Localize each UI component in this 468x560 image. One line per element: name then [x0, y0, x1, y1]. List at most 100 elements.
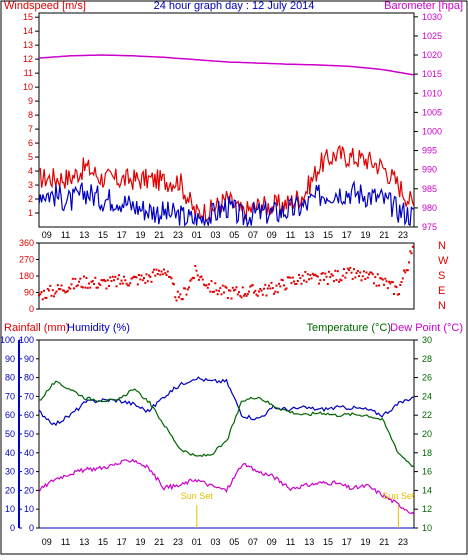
humidity-tick-label: 60	[24, 410, 34, 420]
bottom-series-group	[38, 376, 415, 529]
direction-point	[108, 285, 110, 287]
direction-point	[139, 278, 142, 281]
baro-tick-label: 990	[422, 165, 437, 175]
direction-point	[341, 274, 344, 277]
direction-point	[374, 276, 377, 279]
humidity-tick-label: 50	[24, 429, 34, 439]
temp-tick-label: 28	[422, 354, 432, 364]
direction-point	[46, 287, 49, 290]
direction-point	[173, 283, 175, 286]
direction-point	[105, 287, 108, 290]
direction-point	[334, 269, 337, 272]
wind-tick-label: 15	[23, 12, 33, 22]
time-label: 11	[286, 230, 295, 240]
time-label: 09	[42, 230, 52, 240]
time-label: 03	[211, 537, 221, 547]
time-label: 01	[192, 537, 202, 547]
direction-point	[73, 287, 75, 290]
direction-point	[321, 272, 324, 275]
direction-point	[310, 277, 313, 280]
direction-point	[154, 274, 157, 277]
direction-point	[409, 250, 412, 253]
direction-point	[111, 275, 114, 278]
direction-point	[68, 286, 70, 289]
direction-point	[216, 293, 219, 296]
direction-point	[118, 274, 120, 277]
direction-point	[204, 284, 207, 287]
direction-point	[261, 293, 264, 296]
temperature-series-line	[38, 380, 415, 468]
direction-point	[275, 284, 278, 287]
direction-point	[254, 289, 257, 292]
direction-point	[96, 286, 99, 289]
temp-tick-label: 30	[422, 335, 432, 345]
direction-point	[219, 287, 222, 290]
direction-point	[271, 287, 274, 290]
time-label: 21	[154, 230, 164, 240]
direction-point	[249, 285, 252, 288]
direction-point	[370, 271, 373, 274]
humidity-tick-label: 10	[24, 504, 34, 514]
direction-point	[135, 276, 138, 279]
direction-point	[226, 297, 229, 299]
direction-point	[338, 280, 340, 283]
direction-point	[186, 288, 189, 291]
direction-point	[45, 296, 48, 299]
humidity-tick-label: 70	[24, 391, 34, 401]
rain-tick-label: 0	[10, 523, 15, 533]
direction-point	[99, 283, 102, 286]
direction-point	[115, 285, 118, 288]
time-label: 09	[267, 537, 277, 547]
direction-point	[280, 278, 283, 281]
direction-point	[43, 289, 45, 292]
direction-point	[231, 286, 234, 289]
direction-point	[401, 277, 404, 280]
wind-panel-frame	[38, 12, 415, 228]
direction-point	[58, 288, 60, 291]
direction-point	[295, 282, 298, 285]
time-label: 05	[229, 537, 239, 547]
direction-point	[346, 267, 349, 270]
time-label: 23	[173, 230, 183, 240]
direction-point	[130, 277, 133, 280]
humidity-tick-label: 80	[24, 373, 34, 383]
direction-point	[348, 269, 350, 272]
direction-point	[369, 271, 372, 274]
direction-point	[404, 271, 407, 274]
wind-tick-label: 14	[23, 26, 33, 36]
direction-point	[288, 276, 290, 279]
temp-tick-label: 26	[422, 373, 432, 383]
direction-point	[74, 277, 77, 280]
direction-point	[260, 289, 263, 292]
direction-point	[383, 283, 385, 286]
direction-point	[194, 265, 197, 267]
direction-point	[90, 280, 93, 283]
time-label: 13	[304, 537, 314, 547]
direction-point	[296, 280, 299, 282]
time-label: 23	[173, 537, 183, 547]
direction-point	[269, 287, 272, 290]
direction-point	[306, 273, 309, 276]
barometer-series-line	[38, 54, 415, 76]
humidity-tick-label: 40	[24, 448, 34, 458]
wind-tick-label: 13	[23, 40, 33, 50]
gust-series-line	[38, 144, 415, 221]
direction-point	[276, 291, 279, 294]
direction-point	[311, 272, 314, 275]
direction-tick-label: 360	[19, 238, 34, 248]
direction-point	[393, 293, 395, 295]
direction-point	[198, 278, 200, 281]
direction-point	[240, 296, 243, 299]
direction-point	[50, 294, 53, 297]
direction-point	[98, 282, 100, 285]
direction-point	[384, 277, 387, 280]
direction-point	[188, 286, 190, 289]
time-label: 15	[98, 537, 108, 547]
temp-tick-label: 22	[422, 410, 432, 420]
direction-point	[121, 282, 124, 285]
direction-point	[250, 284, 253, 287]
direction-point	[399, 284, 402, 286]
direction-point	[284, 288, 287, 291]
direction-point	[41, 298, 44, 301]
direction-point	[191, 276, 194, 279]
